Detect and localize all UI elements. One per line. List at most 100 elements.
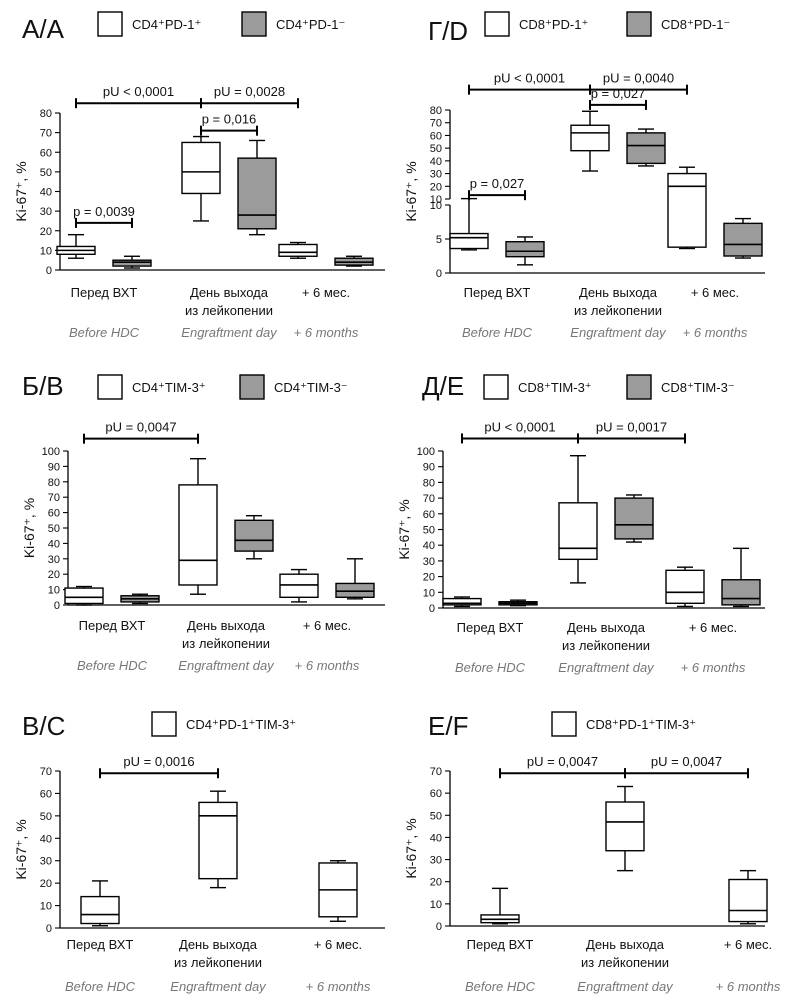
- x-tick-label: День выхода: [190, 285, 269, 300]
- x-tick-label: Перед ВХТ: [79, 618, 146, 633]
- x-tick-label: + 6 мес.: [724, 937, 772, 952]
- x-tick-label: Перед ВХТ: [67, 937, 134, 952]
- panel-label: Д/E: [422, 371, 464, 401]
- box-2-1: [558, 455, 598, 584]
- significance-bracket-4: p = 0,016: [200, 112, 258, 136]
- y-tick-label: 40: [430, 832, 442, 844]
- y-tick-label: 50: [40, 167, 52, 179]
- y-tick-label: 60: [40, 788, 52, 800]
- x-tick-label: + 6 мес.: [314, 937, 362, 952]
- panel-label: Б/B: [22, 371, 64, 401]
- significance-bracket-1: pU < 0,0001: [461, 419, 579, 444]
- legend-swatch-2: [626, 374, 652, 400]
- x-tick-label: из лейкопении: [185, 303, 273, 318]
- panel-4: 0 10 20 30 40 50 60 70 80 90 100 Ki-67⁺, % Д/E CD8⁺TI…: [396, 371, 765, 675]
- y-axis-label: Ki-67⁺, %: [403, 818, 419, 878]
- p-value-label: pU = 0,0028: [214, 84, 285, 99]
- box-body: [181, 141, 221, 195]
- box-3-1: [318, 860, 358, 922]
- x-tick-label-en: Engraftment day: [570, 325, 667, 340]
- x-tick-label-en: + 6 months: [306, 979, 371, 994]
- legend-label-2: CD4⁺PD-1⁻: [276, 17, 345, 32]
- box-body: [614, 497, 654, 540]
- panel-label: Е/F: [428, 711, 468, 741]
- significance-bracket-2: pU = 0,0017: [577, 419, 686, 444]
- box-2-1: [181, 135, 221, 222]
- significance-bracket-2: pU < 0,0001: [75, 84, 202, 109]
- legend-label-1: CD8⁺PD-1⁺TIM-3⁺: [586, 717, 696, 732]
- x-tick-label: из лейкопении: [574, 303, 662, 318]
- y-tick-label: 40: [48, 538, 60, 550]
- box-body: [198, 801, 238, 880]
- y-tick-label: 0: [436, 921, 442, 933]
- y-tick-label: 80: [48, 477, 60, 489]
- x-tick-label: День выхода: [567, 620, 646, 635]
- box-2-1: [605, 785, 645, 872]
- y-axis-label: Ki-67⁺, %: [396, 499, 412, 559]
- y-tick-label: 70: [40, 766, 52, 778]
- box-body: [570, 124, 610, 152]
- p-value-label: pU = 0,0017: [596, 419, 667, 434]
- box-3-1: [665, 566, 705, 608]
- panel-6: 0 10 20 30 40 50 60 70 Ki-67⁺, % Е/F CD8⁺PD-1⁺TIM-…: [403, 711, 781, 994]
- x-tick-label-en: Engraftment day: [558, 660, 655, 675]
- y-tick-label: 30: [423, 556, 435, 568]
- y-tick-label: 10: [430, 899, 442, 911]
- significance-bracket-4: p = 0,027: [589, 86, 647, 110]
- box-3-2: [723, 217, 763, 259]
- y-tick-label: 5: [436, 234, 442, 246]
- box-1-1: [64, 585, 104, 606]
- p-value-label: pU = 0,0047: [651, 754, 722, 769]
- box-2-2: [234, 514, 274, 560]
- significance-bracket-1: p = 0,0039: [73, 204, 135, 228]
- box-2-2: [626, 128, 666, 167]
- y-tick-label: 90: [48, 461, 60, 473]
- y-tick-label: 80: [430, 105, 442, 117]
- legend-swatch-1: [97, 374, 123, 400]
- x-tick-label: + 6 мес.: [689, 620, 737, 635]
- legend-label-1: CD4⁺TIM-3⁺: [132, 380, 206, 395]
- y-tick-label: 40: [40, 187, 52, 199]
- x-tick-label: День выхода: [586, 937, 665, 952]
- x-tick-label: + 6 мес.: [303, 618, 351, 633]
- box-3-2: [335, 558, 375, 600]
- box-body: [178, 484, 218, 586]
- y-axis-label: Ki-67⁺, %: [13, 161, 29, 221]
- legend-swatch-2: [239, 374, 265, 400]
- box-3-1: [278, 241, 318, 259]
- y-tick-label: 60: [430, 130, 442, 142]
- x-tick-label-en: Before HDC: [465, 979, 536, 994]
- panel-1: 0 10 20 30 40 50 60 70 80 Ki-67⁺, % А/A CD4⁺PD-1⁺ CD…: [13, 11, 385, 340]
- legend-label-1: CD4⁺PD-1⁺TIM-3⁺: [186, 717, 296, 732]
- y-tick-label: 10: [423, 587, 435, 599]
- box-body: [626, 132, 666, 165]
- legend-swatch-1: [151, 711, 177, 737]
- x-tick-label-en: + 6 months: [295, 658, 360, 673]
- x-tick-label-en: + 6 months: [716, 979, 781, 994]
- y-tick-label: 10: [48, 585, 60, 597]
- p-value-label: pU = 0,0047: [105, 420, 176, 435]
- y-tick-label: 30: [40, 206, 52, 218]
- box-1-2: [112, 255, 152, 269]
- box-2-1: [178, 458, 218, 595]
- x-tick-label-en: Before HDC: [65, 979, 136, 994]
- y-tick-label: 10: [40, 245, 52, 257]
- y-tick-label: 20: [40, 226, 52, 238]
- box-body: [723, 222, 763, 257]
- y-tick-label: 70: [423, 493, 435, 505]
- y-axis-label: Ki-67⁺, %: [13, 819, 29, 879]
- y-tick-label: 90: [423, 462, 435, 474]
- x-tick-label-en: Engraftment day: [178, 658, 275, 673]
- box-2-1: [198, 790, 238, 889]
- x-tick-label: День выхода: [579, 285, 658, 300]
- y-tick-label: 40: [430, 156, 442, 168]
- x-tick-label: из лейкопении: [581, 955, 669, 970]
- y-tick-label: 30: [430, 169, 442, 181]
- y-tick-label: 0: [54, 600, 60, 612]
- y-tick-label: 50: [40, 811, 52, 823]
- y-tick-label: 10: [430, 194, 442, 206]
- y-tick-label: 80: [423, 477, 435, 489]
- y-tick-label: 60: [430, 788, 442, 800]
